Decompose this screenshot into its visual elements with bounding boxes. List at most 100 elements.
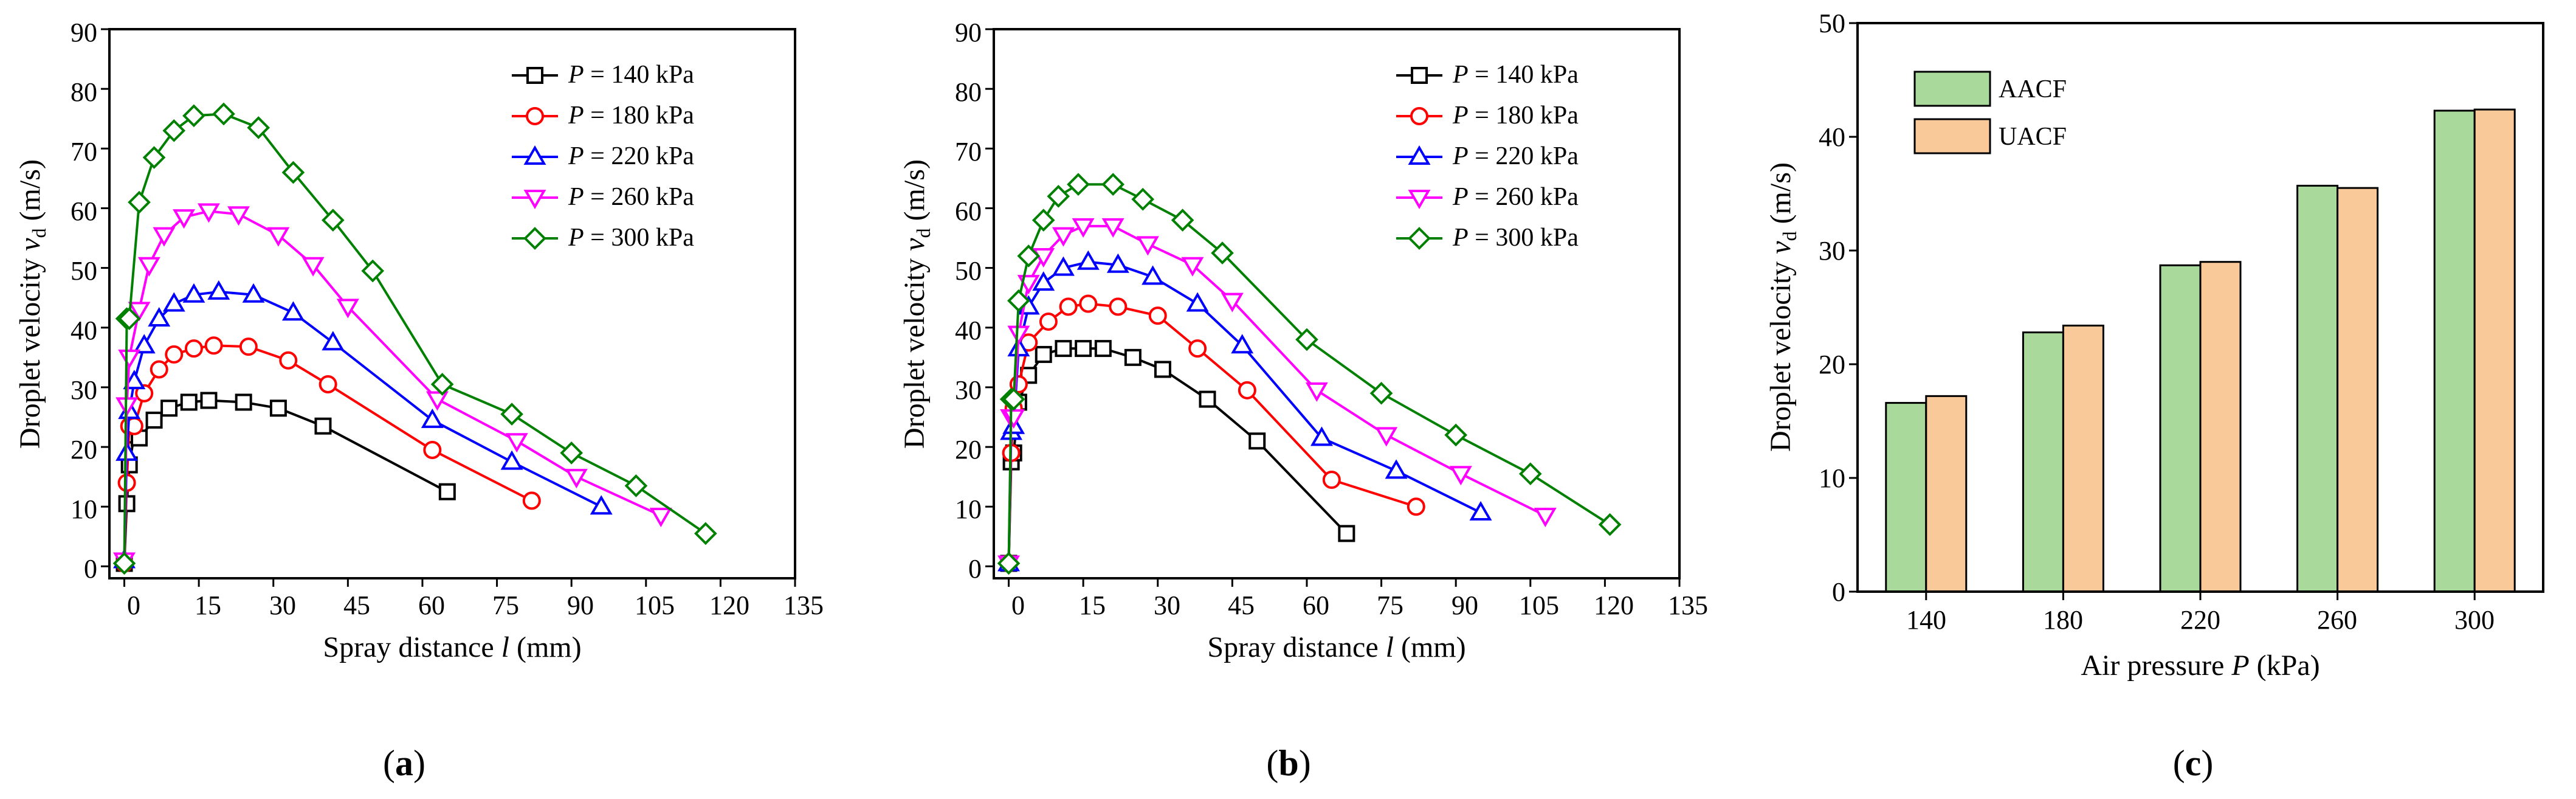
data-point <box>267 227 290 247</box>
data-point <box>182 283 205 303</box>
plot-frame <box>108 28 796 579</box>
data-point <box>128 302 151 322</box>
bar-aacf-220 <box>2159 264 2202 593</box>
data-point <box>1035 345 1052 363</box>
data-point <box>314 417 332 435</box>
data-point <box>426 391 449 411</box>
bars-layer <box>1885 108 2516 593</box>
y-tick-label: 80 <box>955 77 982 107</box>
data-point <box>694 522 717 545</box>
legend-marker <box>523 145 546 165</box>
legend-label: P = 220 kPa <box>568 142 694 170</box>
x-tick-label: 45 <box>1228 590 1255 620</box>
data-point <box>500 450 523 470</box>
data-point <box>1211 241 1234 265</box>
y-tick-label: 40 <box>955 316 982 345</box>
x-tick-label: 90 <box>1452 590 1478 620</box>
y-tick-label: 70 <box>71 137 97 167</box>
panel-b: 0 15 30 45 60 75 90 105 120 135 0 10 20 … <box>898 18 1708 783</box>
data-point <box>522 491 541 510</box>
data-point <box>145 411 163 429</box>
data-point <box>1142 265 1165 285</box>
data-point <box>135 384 154 403</box>
x-tick-label: 45 <box>343 590 370 620</box>
tick-marks <box>985 28 1681 587</box>
y-tick-label: 20 <box>71 435 97 465</box>
data-point <box>242 283 265 303</box>
data-point <box>1295 328 1318 351</box>
data-point <box>1407 497 1425 516</box>
data-point <box>565 469 588 489</box>
data-point <box>1199 390 1216 408</box>
legend: AACF UACF <box>1913 71 2067 154</box>
panel-label: (a) <box>383 743 425 783</box>
data-point <box>1059 297 1078 316</box>
data-point <box>1188 339 1207 358</box>
data-point <box>180 393 198 411</box>
data-point <box>423 440 442 459</box>
legend-label: P = 300 kPa <box>568 224 694 252</box>
panel-label: (c) <box>2173 743 2214 783</box>
data-point <box>165 345 184 364</box>
legend-marker <box>526 67 543 84</box>
series-140kpa <box>1000 340 1355 572</box>
data-point <box>1385 459 1408 479</box>
legend-markers <box>512 67 558 250</box>
data-point <box>1231 334 1254 354</box>
bar-uacf-260 <box>2337 187 2379 593</box>
x-tick-label: 60 <box>1303 590 1329 620</box>
data-point <box>624 474 648 497</box>
data-point <box>1369 381 1393 405</box>
data-point <box>1154 361 1171 378</box>
data-point <box>1007 325 1030 345</box>
data-point <box>1238 381 1256 400</box>
x-tick-label: 0 <box>1011 590 1025 620</box>
data-point <box>1072 218 1095 238</box>
series-300kpa <box>997 173 1622 575</box>
data-point <box>319 375 337 394</box>
panel-c: 140 180 220 260 300 0 10 20 30 40 50 Air… <box>1765 9 2544 783</box>
series-layer <box>112 102 717 575</box>
series-line <box>1007 260 1481 564</box>
legend-label: P = 140 kPa <box>568 61 694 89</box>
data-point <box>1148 306 1167 325</box>
data-point <box>301 257 325 277</box>
legend: P = 140 kPa P = 180 kPa P = 220 kPa P = … <box>512 61 694 252</box>
x-axis-title: Spray distance l (mm) <box>323 631 581 663</box>
data-point <box>1106 253 1129 273</box>
y-tick-label: 90 <box>71 18 97 47</box>
data-point <box>137 257 160 277</box>
data-point <box>200 392 218 409</box>
data-point <box>227 206 250 226</box>
legend-marker <box>523 190 546 210</box>
series-line <box>123 210 662 561</box>
data-point <box>173 209 196 229</box>
data-point <box>1136 236 1159 256</box>
data-point <box>1039 312 1058 331</box>
data-point <box>1534 507 1557 527</box>
y-tick-label: 0 <box>968 554 982 584</box>
data-point <box>1375 427 1398 447</box>
x-tick-label: 140 <box>1906 605 1946 635</box>
x-tick-labels: 0 15 30 45 60 75 90 105 120 135 <box>1011 590 1708 620</box>
data-point <box>1131 187 1155 211</box>
data-point <box>430 373 454 396</box>
x-tick-label: 180 <box>2043 605 2083 635</box>
data-point <box>336 299 359 319</box>
bar-uacf-300 <box>2473 108 2516 593</box>
data-point <box>421 408 444 428</box>
tick-marks <box>1849 22 2476 600</box>
data-point <box>1047 184 1070 208</box>
series-180kpa <box>115 336 541 573</box>
series-layer <box>997 173 1622 575</box>
legend-label: P = 260 kPa <box>568 183 694 211</box>
series-line <box>1007 224 1546 564</box>
y-tick-label: 40 <box>1819 122 1845 152</box>
legend-label: P = 300 kPa <box>1452 224 1579 252</box>
y-tick-label: 50 <box>71 256 97 286</box>
data-point <box>1076 250 1100 270</box>
data-point <box>133 334 156 354</box>
data-point <box>118 349 141 369</box>
data-point <box>1032 271 1055 291</box>
